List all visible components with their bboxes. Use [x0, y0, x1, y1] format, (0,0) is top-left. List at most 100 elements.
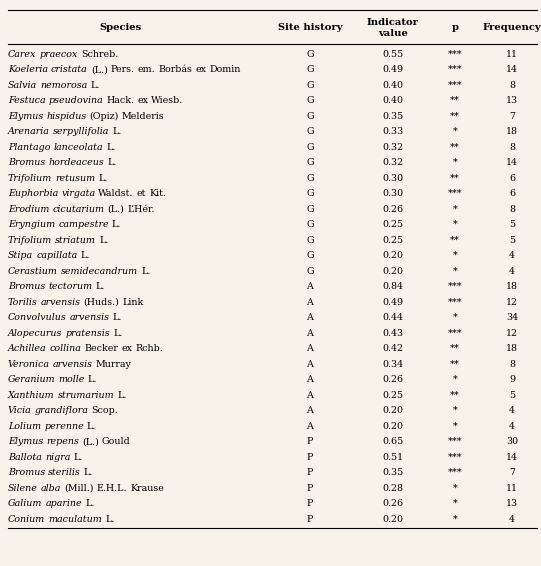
Text: 0.20: 0.20: [382, 251, 404, 260]
Text: Plantago: Plantago: [8, 143, 50, 152]
Text: lanceolata: lanceolata: [54, 143, 103, 152]
Text: L.: L.: [85, 499, 94, 508]
Text: **: **: [450, 235, 460, 245]
Text: praecox: praecox: [39, 50, 78, 58]
Text: ***: ***: [448, 329, 463, 337]
Text: arvensis: arvensis: [41, 298, 81, 307]
Text: hordeaceus: hordeaceus: [48, 158, 104, 167]
Text: (L.): (L.): [91, 65, 108, 74]
Text: ex: ex: [195, 65, 206, 74]
Text: 0.32: 0.32: [382, 143, 404, 152]
Text: L.: L.: [107, 158, 116, 167]
Text: 8: 8: [509, 143, 515, 152]
Text: 13: 13: [506, 96, 518, 105]
Text: P: P: [307, 483, 313, 492]
Text: 0.20: 0.20: [382, 514, 404, 524]
Text: G: G: [306, 143, 314, 152]
Text: (Huds.): (Huds.): [84, 298, 120, 307]
Text: cristata: cristata: [51, 65, 88, 74]
Text: 6: 6: [509, 189, 515, 198]
Text: L.: L.: [84, 468, 94, 477]
Text: 5: 5: [509, 391, 515, 400]
Text: Torilis: Torilis: [8, 298, 38, 307]
Text: serpyllifolia: serpyllifolia: [53, 127, 109, 136]
Text: Veronica: Veronica: [8, 359, 50, 368]
Text: 5: 5: [509, 220, 515, 229]
Text: hispidus: hispidus: [46, 112, 87, 121]
Text: *: *: [453, 127, 458, 136]
Text: tectorum: tectorum: [48, 282, 93, 291]
Text: 8: 8: [509, 204, 515, 213]
Text: Cerastium: Cerastium: [8, 267, 58, 276]
Text: 18: 18: [506, 282, 518, 291]
Text: Hack.: Hack.: [107, 96, 134, 105]
Text: 0.35: 0.35: [382, 112, 404, 121]
Text: 0.55: 0.55: [382, 50, 404, 58]
Text: 4: 4: [509, 406, 515, 415]
Text: Rchb.: Rchb.: [135, 344, 163, 353]
Text: sterilis: sterilis: [48, 468, 81, 477]
Text: P: P: [307, 437, 313, 446]
Text: ***: ***: [448, 298, 463, 307]
Text: Conium: Conium: [8, 514, 45, 524]
Text: L.: L.: [141, 267, 150, 276]
Text: 4: 4: [509, 267, 515, 276]
Text: 0.42: 0.42: [382, 344, 404, 353]
Text: 0.30: 0.30: [382, 189, 404, 198]
Text: G: G: [306, 204, 314, 213]
Text: 11: 11: [506, 50, 518, 58]
Text: Bromus: Bromus: [8, 282, 45, 291]
Text: 0.65: 0.65: [382, 437, 404, 446]
Text: 0.20: 0.20: [382, 267, 404, 276]
Text: L.: L.: [98, 174, 108, 183]
Text: *: *: [453, 406, 458, 415]
Text: L.: L.: [112, 220, 121, 229]
Text: Wiesb.: Wiesb.: [151, 96, 183, 105]
Text: nemorosa: nemorosa: [40, 80, 88, 89]
Text: nigra: nigra: [45, 453, 70, 462]
Text: Scop.: Scop.: [91, 406, 118, 415]
Text: Frequency: Frequency: [483, 24, 541, 32]
Text: 0.51: 0.51: [382, 453, 404, 462]
Text: Becker: Becker: [84, 344, 118, 353]
Text: 0.35: 0.35: [382, 468, 404, 477]
Text: **: **: [450, 96, 460, 105]
Text: 0.28: 0.28: [382, 483, 404, 492]
Text: Xanthium: Xanthium: [8, 391, 55, 400]
Text: ***: ***: [448, 437, 463, 446]
Text: ***: ***: [448, 65, 463, 74]
Text: G: G: [306, 174, 314, 183]
Text: 11: 11: [506, 483, 518, 492]
Text: maculatum: maculatum: [48, 514, 102, 524]
Text: 0.26: 0.26: [382, 375, 404, 384]
Text: p: p: [452, 24, 459, 32]
Text: *: *: [453, 375, 458, 384]
Text: L.: L.: [105, 514, 114, 524]
Text: G: G: [306, 50, 314, 58]
Text: *: *: [453, 158, 458, 167]
Text: A: A: [307, 344, 313, 353]
Text: A: A: [307, 329, 313, 337]
Text: 0.34: 0.34: [382, 359, 404, 368]
Text: L.: L.: [113, 329, 122, 337]
Text: 0.30: 0.30: [382, 174, 404, 183]
Text: (Mill.): (Mill.): [64, 483, 94, 492]
Text: Trifolium: Trifolium: [8, 174, 52, 183]
Text: G: G: [306, 158, 314, 167]
Text: Achillea: Achillea: [8, 344, 47, 353]
Text: perenne: perenne: [44, 422, 84, 431]
Text: Carex: Carex: [8, 50, 36, 58]
Text: strumarium: strumarium: [58, 391, 114, 400]
Text: **: **: [450, 359, 460, 368]
Text: G: G: [306, 65, 314, 74]
Text: P: P: [307, 468, 313, 477]
Text: Krause: Krause: [130, 483, 164, 492]
Text: 6: 6: [509, 174, 515, 183]
Text: ***: ***: [448, 50, 463, 58]
Text: 0.49: 0.49: [382, 65, 404, 74]
Text: A: A: [307, 406, 313, 415]
Text: ***: ***: [448, 453, 463, 462]
Text: L.: L.: [88, 375, 97, 384]
Text: Salvia: Salvia: [8, 80, 37, 89]
Text: *: *: [453, 251, 458, 260]
